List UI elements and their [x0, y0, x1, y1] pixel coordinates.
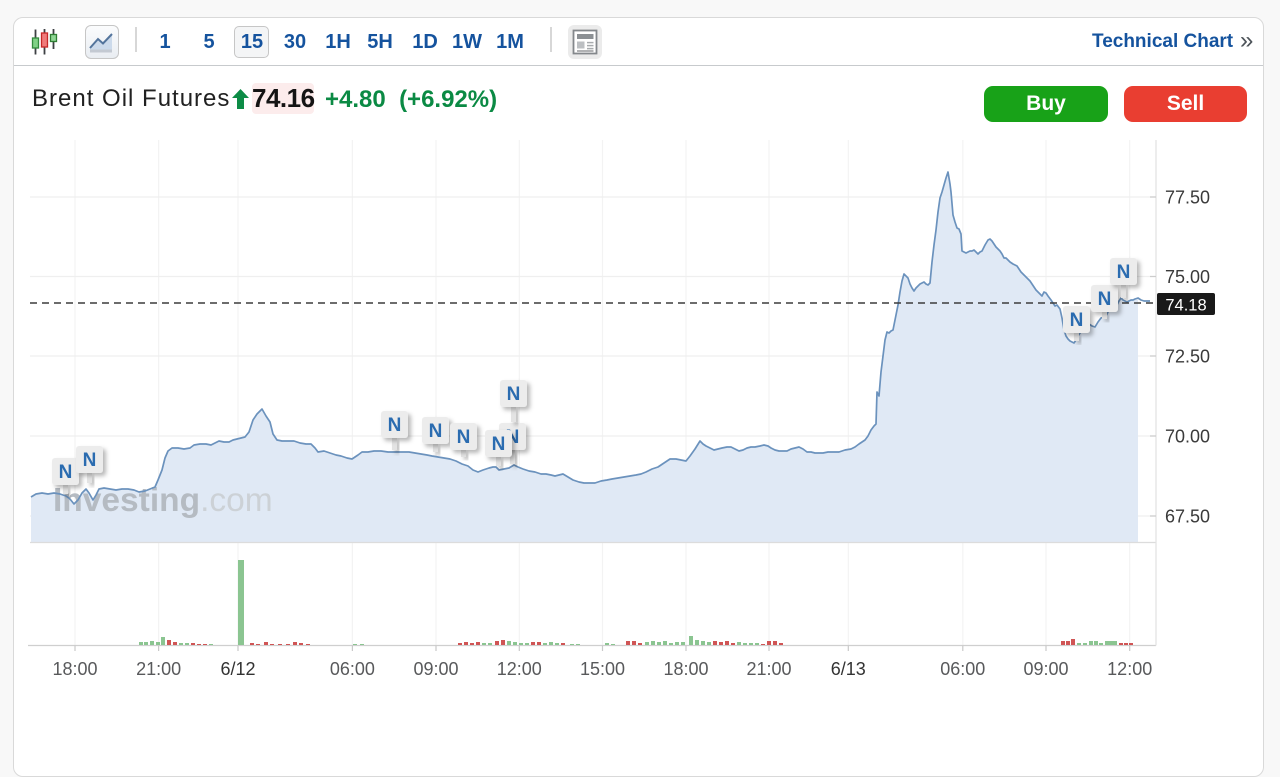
svg-text:N: N	[492, 434, 506, 455]
svg-text:06:00: 06:00	[330, 659, 375, 679]
svg-text:09:00: 09:00	[1023, 659, 1068, 679]
svg-text:18:00: 18:00	[663, 659, 708, 679]
svg-text:N: N	[59, 462, 73, 483]
svg-text:12:00: 12:00	[497, 659, 542, 679]
svg-text:N: N	[388, 415, 402, 436]
svg-text:74.18: 74.18	[1165, 297, 1206, 315]
svg-text:77.50: 77.50	[1165, 187, 1210, 207]
svg-text:21:00: 21:00	[746, 659, 791, 679]
svg-text:06:00: 06:00	[940, 659, 985, 679]
svg-text:75.00: 75.00	[1165, 267, 1210, 287]
svg-text:N: N	[1098, 289, 1112, 310]
svg-text:12:00: 12:00	[1107, 659, 1152, 679]
svg-text:N: N	[429, 421, 443, 442]
svg-text:N: N	[1117, 262, 1131, 283]
svg-text:Investing.com: Investing.com	[53, 482, 273, 519]
svg-text:6/13: 6/13	[831, 659, 866, 679]
svg-text:67.50: 67.50	[1165, 506, 1210, 526]
svg-text:70.00: 70.00	[1165, 426, 1210, 446]
svg-text:N: N	[457, 427, 471, 448]
svg-text:15:00: 15:00	[580, 659, 625, 679]
svg-text:72.50: 72.50	[1165, 346, 1210, 366]
svg-text:N: N	[507, 384, 521, 405]
svg-text:6/12: 6/12	[220, 659, 255, 679]
svg-text:18:00: 18:00	[52, 659, 97, 679]
svg-text:21:00: 21:00	[136, 659, 181, 679]
svg-text:09:00: 09:00	[413, 659, 458, 679]
svg-text:N: N	[1070, 310, 1084, 331]
svg-text:N: N	[83, 450, 97, 471]
